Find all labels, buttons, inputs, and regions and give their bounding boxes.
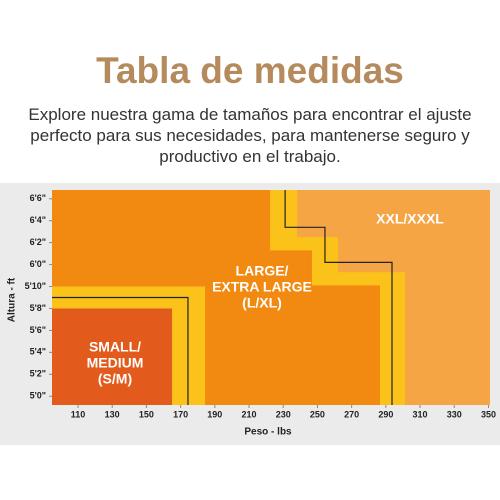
x-tick-label: 250 bbox=[310, 409, 325, 419]
zone-label: LARGE/ bbox=[236, 263, 289, 279]
x-tick-label: 150 bbox=[139, 409, 154, 419]
y-tick-label: 6'6" bbox=[30, 193, 46, 203]
x-tick-label: 270 bbox=[344, 409, 359, 419]
boundary-line bbox=[284, 190, 393, 405]
y-tick-label: 5'2" bbox=[30, 369, 46, 379]
zone-label: (S/M) bbox=[98, 371, 132, 387]
zone-label: (L/XL) bbox=[242, 295, 282, 311]
x-tick-label: 290 bbox=[378, 409, 393, 419]
y-tick-label: 5'6" bbox=[30, 325, 46, 335]
x-tick-label: 230 bbox=[276, 409, 291, 419]
title: Tabla de medidas bbox=[96, 50, 404, 91]
y-tick-label: 6'4" bbox=[30, 215, 46, 225]
x-tick-label: 130 bbox=[105, 409, 120, 419]
x-tick-label: 170 bbox=[173, 409, 188, 419]
y-tick-label: 6'2" bbox=[30, 237, 46, 247]
x-tick-label: 350 bbox=[481, 409, 496, 419]
zone-label: SMALL/ bbox=[89, 339, 141, 355]
zone-label: EXTRA LARGE bbox=[212, 279, 312, 295]
x-axis-label: Peso - lbs bbox=[244, 427, 292, 438]
x-tick-label: 330 bbox=[447, 409, 462, 419]
x-tick-label: 310 bbox=[413, 409, 428, 419]
x-tick-label: 210 bbox=[242, 409, 257, 419]
x-tick-label: 110 bbox=[71, 409, 86, 419]
y-tick-label: 5'0" bbox=[30, 391, 46, 401]
y-tick-label: 5'10" bbox=[25, 281, 46, 291]
boundary-line bbox=[52, 296, 189, 405]
size-zone bbox=[52, 308, 173, 405]
y-axis-label: Altura - ft bbox=[7, 277, 18, 322]
x-tick-label: 190 bbox=[207, 409, 222, 419]
zone-label: XXL/XXXL bbox=[376, 211, 444, 227]
size-zone bbox=[297, 190, 490, 405]
y-tick-label: 5'4" bbox=[30, 347, 46, 357]
zone-label: MEDIUM bbox=[87, 355, 144, 371]
y-tick-label: 6'0" bbox=[30, 259, 46, 269]
y-tick-label: 5'8" bbox=[30, 303, 46, 313]
description: Explore nuestra gama de tamaños para enc… bbox=[28, 105, 472, 166]
